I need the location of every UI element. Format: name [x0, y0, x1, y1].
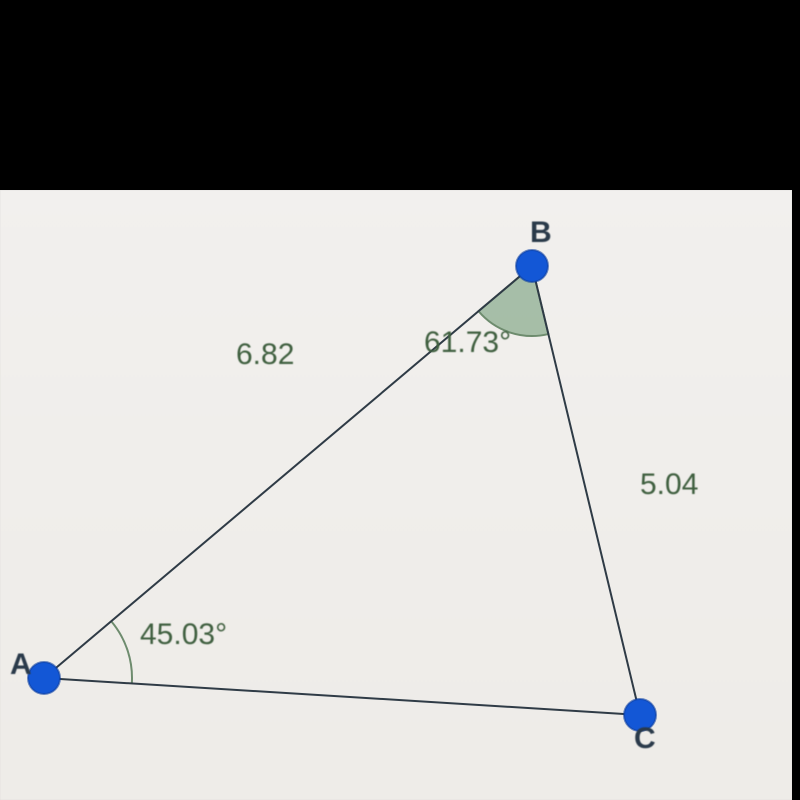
screenshot-root: A B C 6.82 5.04 61.73° 45.03°: [0, 0, 800, 800]
angle-label-a: 45.03°: [140, 618, 227, 652]
edge-label-bc: 5.04: [640, 468, 698, 502]
letterbox-top-band: [0, 0, 800, 190]
vertex-label-a: A: [10, 648, 32, 682]
vertex-label-b: B: [530, 216, 552, 250]
vertex-label-c: C: [634, 722, 656, 756]
angle-label-b: 61.73°: [424, 326, 511, 360]
letterbox-right-band: [792, 0, 800, 800]
edge-label-ab: 6.82: [236, 338, 294, 372]
